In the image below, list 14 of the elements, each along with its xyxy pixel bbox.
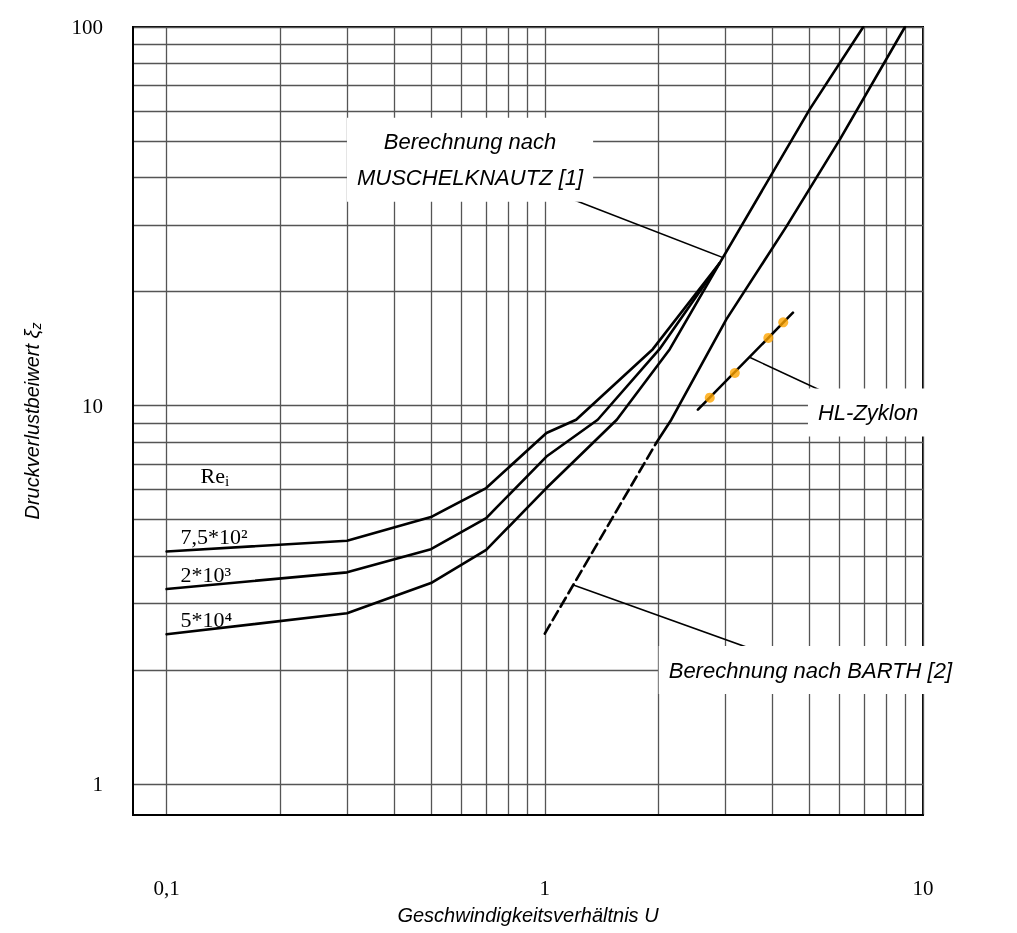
x-tick-label: 0,1 (153, 875, 180, 900)
annotation: HL-Zyklon (817, 400, 919, 426)
series-label: 7,5*10² (180, 524, 249, 550)
y-tick-label: 10 (82, 393, 103, 418)
y-tick-label: 1 (92, 772, 103, 797)
series-label: 2*10³ (180, 561, 232, 587)
x-axis-title: Geschwindigkeitsverhältnis U (397, 904, 660, 926)
annotation: Berechnung nach MUSCHELKNAUTZ [1] (356, 129, 584, 191)
x-tick-label: 10 (912, 875, 934, 900)
y-tick-label: 100 (71, 15, 103, 39)
series-label: 5*10⁴ (180, 606, 233, 632)
annotation: Berechnung nach BARTH [2] (668, 657, 953, 683)
y-axis-title: Druckverlustbeiwert ξz (20, 322, 44, 520)
x-tick-label: 1 (539, 875, 551, 900)
